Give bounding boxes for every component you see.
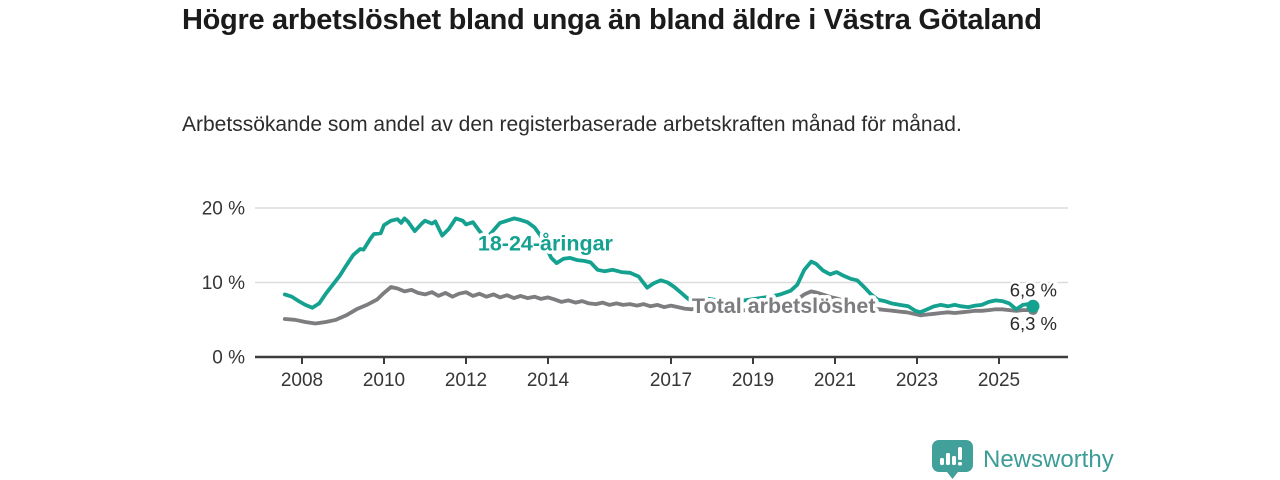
x-axis-label: 2019 xyxy=(732,370,774,391)
x-axis-label: 2008 xyxy=(281,370,323,391)
x-axis-label: 2010 xyxy=(363,370,405,391)
series-label-total: Total arbetslöshet xyxy=(692,294,876,318)
x-axis-label: 2014 xyxy=(527,370,570,391)
newsworthy-branding: Newsworthy xyxy=(932,440,1114,480)
x-axis-label: 2025 xyxy=(978,370,1020,391)
series-label-youth: 18-24-åringar xyxy=(478,231,614,255)
x-axis-label: 2023 xyxy=(896,370,938,391)
series-line-youth xyxy=(282,216,1035,315)
x-axis-label: 2012 xyxy=(445,370,487,391)
page-title: Högre arbetslöshet bland unga än bland ä… xyxy=(182,4,1042,36)
end-value-label-youth: 6,8 % xyxy=(1010,279,1057,300)
newsworthy-logo-text: Newsworthy xyxy=(983,446,1114,473)
x-axis-label: 2017 xyxy=(650,370,692,391)
series-line-total xyxy=(282,285,1035,326)
chart-subtitle: Arbetssökande som andel av den registerb… xyxy=(182,113,962,136)
y-axis-label: 20 % xyxy=(202,199,245,220)
series-end-dot-youth xyxy=(1026,299,1040,313)
newsworthy-logo-icon xyxy=(932,440,973,479)
x-axis-label: 2021 xyxy=(814,370,856,391)
y-axis-label: 10 % xyxy=(202,273,245,294)
end-value-label-total: 6,3 % xyxy=(1010,313,1057,334)
y-axis-label: 0 % xyxy=(212,348,245,369)
